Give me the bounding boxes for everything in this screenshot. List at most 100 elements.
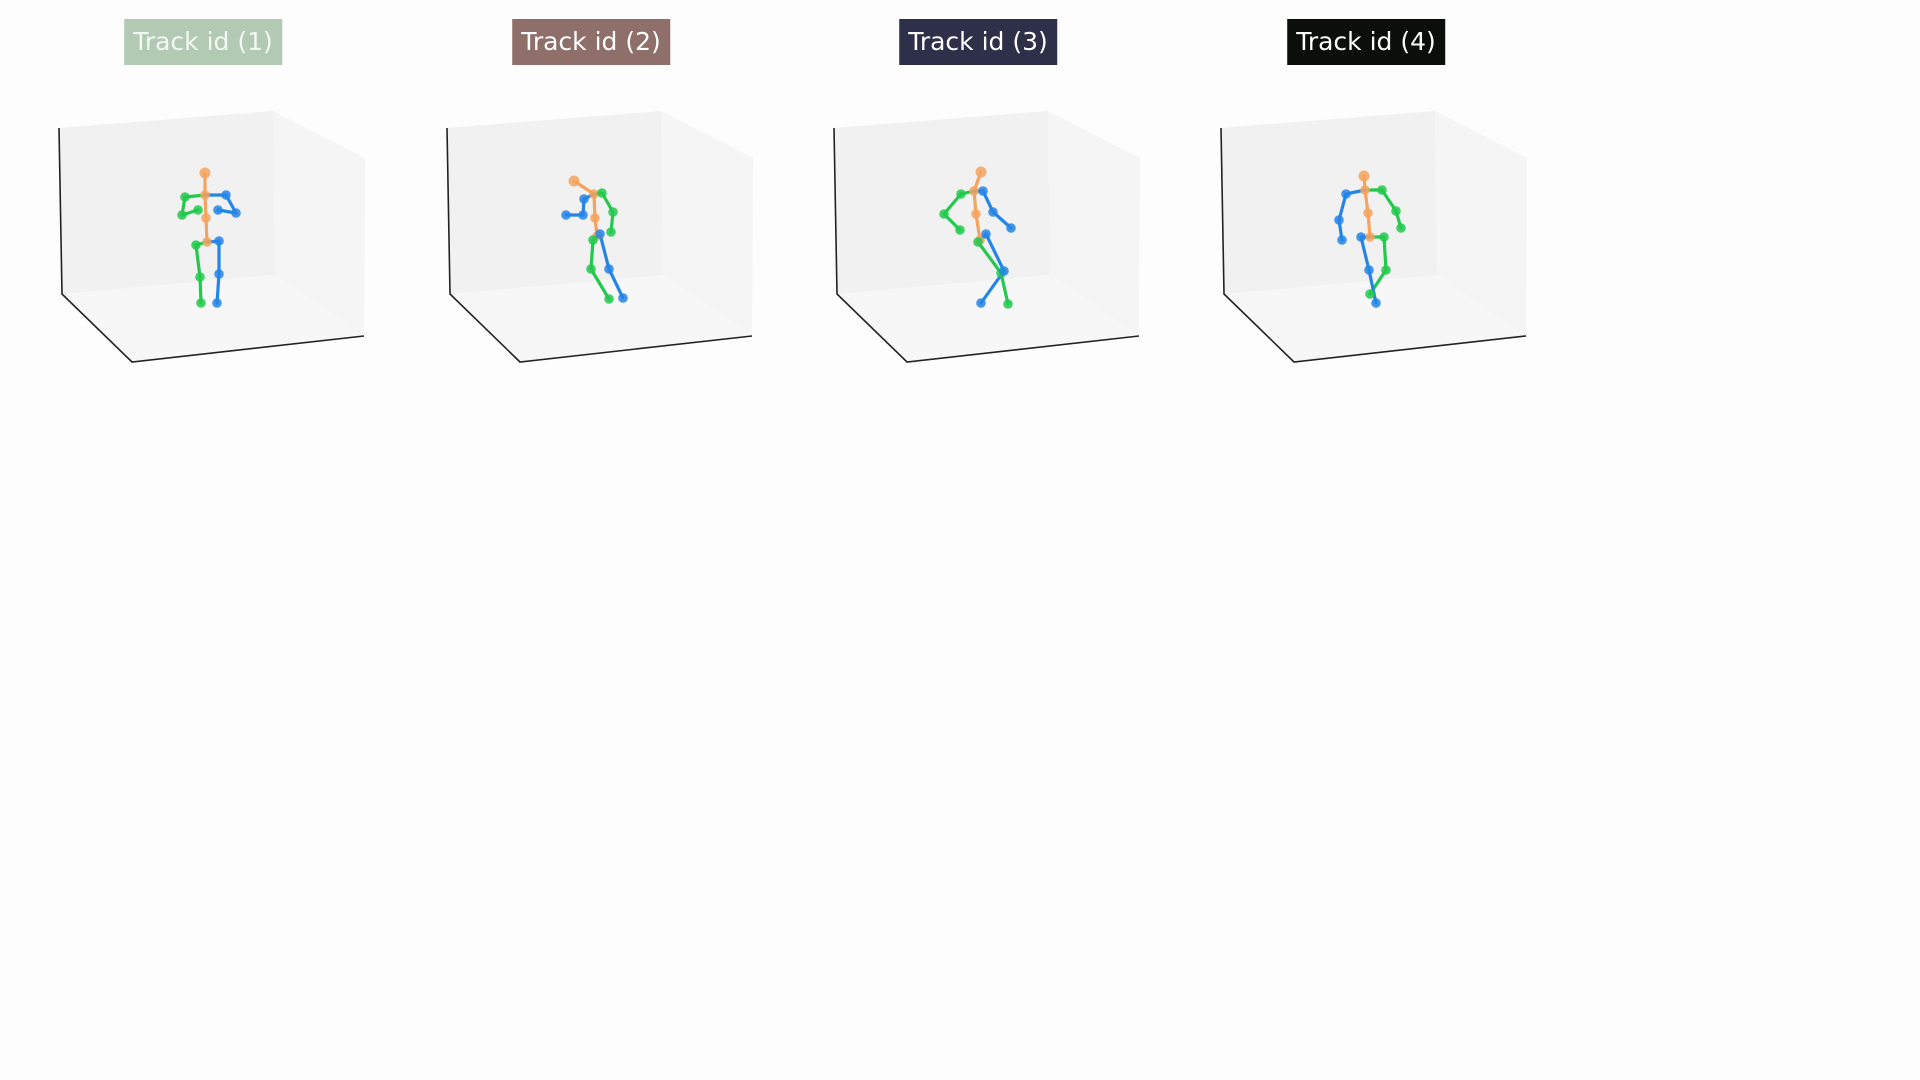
joint-r_shoulder [978, 186, 988, 196]
joint-l_wrist [606, 227, 616, 237]
joint-l_ankle [196, 298, 206, 308]
joint-spine [590, 213, 600, 223]
bone-r_hip-r_knee [598, 232, 611, 271]
joint-l_hip [973, 237, 983, 247]
joint-neck [1360, 185, 1370, 195]
joint-r_shoulder [1341, 189, 1351, 199]
joint-l_ankle [1365, 289, 1375, 299]
joint-l_wrist [1396, 223, 1406, 233]
track-label-4: Track id (4) [1287, 19, 1445, 65]
joint-l_hip [191, 240, 201, 250]
joint-l_ankle [604, 294, 614, 304]
skeleton [939, 166, 1016, 309]
track-label-3: Track id (3) [899, 19, 1057, 65]
bone-l_hip-l_knee [589, 238, 595, 271]
joint-r_shoulder [579, 194, 589, 204]
joint-l_elbow [1391, 206, 1401, 216]
joint-l_wrist [193, 205, 203, 215]
joint-l_elbow [608, 207, 618, 217]
axis-lines [833, 127, 1140, 363]
joint-r_hip [1356, 232, 1366, 242]
back-pane [59, 111, 275, 294]
joint-l_knee [1381, 265, 1391, 275]
axis-lines [58, 127, 365, 363]
track-label-1: Track id (1) [124, 19, 282, 65]
panel-1 [58, 111, 365, 363]
side-pane [273, 111, 365, 336]
joint-neck [589, 189, 599, 199]
joint-l_elbow [939, 209, 949, 219]
joint-r_knee [1364, 265, 1374, 275]
joint-r_hip [214, 236, 224, 246]
floor-pane [62, 275, 364, 362]
track-label-2: Track id (2) [512, 19, 670, 65]
panel-4 [1220, 111, 1527, 363]
bone-l_hip-l_knee [194, 243, 202, 279]
joint-l_knee [586, 264, 596, 274]
back-pane [834, 111, 1050, 294]
bone-r_hip-r_knee [1359, 235, 1371, 272]
bone-r_knee-r_ankle [607, 267, 625, 300]
floor-pane [1224, 275, 1526, 362]
bone-l_hip-l_knee [976, 240, 1003, 275]
joint-head [1358, 170, 1370, 182]
side-pane [1435, 111, 1527, 336]
joint-r_elbow [231, 208, 241, 218]
joint-l_shoulder [956, 189, 966, 199]
joint-head [199, 167, 211, 179]
joint-r_elbow [988, 207, 998, 217]
axis-lines [1220, 127, 1527, 363]
side-pane [1048, 111, 1140, 336]
skeleton [561, 175, 628, 304]
joint-l_shoulder [1377, 185, 1387, 195]
back-pane [1221, 111, 1437, 294]
joint-r_ankle [976, 298, 986, 308]
joint-r_ankle [212, 298, 222, 308]
side-pane [661, 111, 753, 336]
panel-3 [833, 111, 1140, 363]
joint-r_wrist [561, 210, 571, 220]
joint-neck [200, 190, 210, 200]
bone-r_hip-r_knee [984, 232, 1006, 273]
joint-l_elbow [177, 210, 187, 220]
floor-pane [450, 275, 752, 362]
joint-l_wrist [955, 225, 965, 235]
joint-r_wrist [1337, 235, 1347, 245]
joint-r_wrist [213, 205, 223, 215]
floor-pane [837, 275, 1139, 362]
joint-pelvis [1365, 232, 1375, 242]
joint-r_elbow [1334, 215, 1344, 225]
joint-r_wrist [1006, 223, 1016, 233]
axis-lines [446, 127, 753, 363]
joint-head [975, 166, 987, 178]
bone-l_hip-l_knee [1382, 235, 1388, 272]
joint-l_knee [195, 272, 205, 282]
joint-r_ankle [618, 293, 628, 303]
joint-spine [201, 213, 211, 223]
joint-r_knee [999, 266, 1009, 276]
back-pane [447, 111, 663, 294]
skeleton [177, 167, 241, 308]
bone-l_knee-l_ankle [999, 271, 1010, 306]
joint-r_ankle [1371, 298, 1381, 308]
bone-r_knee-r_ankle [215, 272, 221, 305]
bone-l_knee-l_ankle [589, 267, 611, 301]
bone-r_knee-r_ankle [1367, 268, 1378, 305]
joint-spine [971, 209, 981, 219]
joint-r_knee [604, 264, 614, 274]
joint-l_shoulder [180, 192, 190, 202]
panel-2 [446, 111, 753, 363]
skeleton [1334, 170, 1406, 308]
joint-l_shoulder [597, 188, 607, 198]
joint-l_hip [1379, 232, 1389, 242]
joint-pelvis [202, 237, 212, 247]
joint-l_ankle [1003, 299, 1013, 309]
joint-r_hip [595, 229, 605, 239]
joint-r_elbow [578, 210, 588, 220]
joint-r_hip [981, 229, 991, 239]
joint-spine [1363, 208, 1373, 218]
joint-head [568, 175, 580, 187]
joint-l_hip [588, 235, 598, 245]
joint-r_knee [214, 269, 224, 279]
